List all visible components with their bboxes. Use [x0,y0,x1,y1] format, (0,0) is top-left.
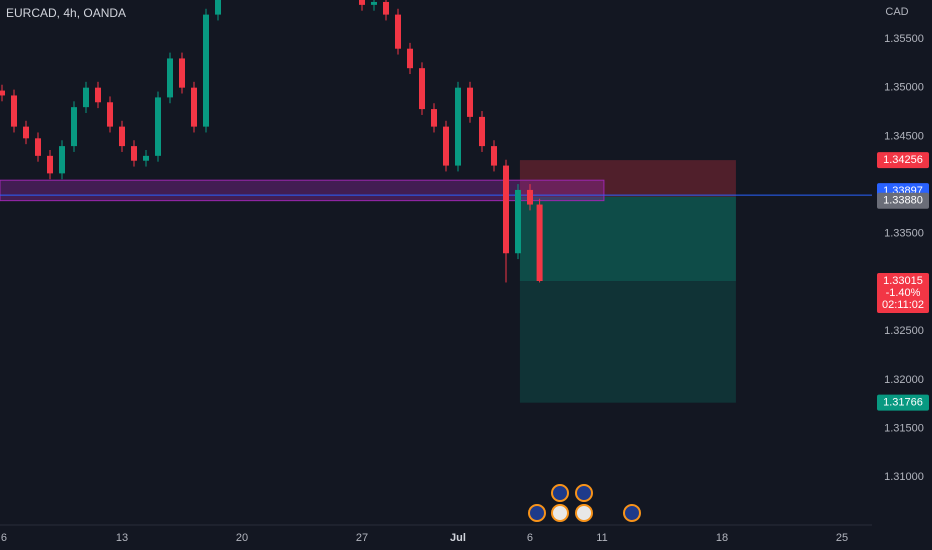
event-icon[interactable] [528,504,546,522]
candle-body [142,155,149,161]
stop-zone [519,160,736,197]
target-price-label-bg [877,394,929,411]
candle-body [442,126,449,166]
candle-body [190,87,197,127]
y-tick-label: 1.32000 [884,374,924,386]
candle-body [130,146,137,161]
last-price-label: 1.33015 [883,275,923,287]
target-price-label: 1.31766 [883,397,923,409]
x-tick-label: 6 [1,532,7,544]
target-zone [519,196,736,403]
candle-body [154,97,161,156]
y-tick-label: 1.31000 [884,471,924,483]
candle-body [106,102,113,127]
x-tick-label: Jul [450,532,466,544]
candle-body [358,0,365,5]
y-tick-label: 1.35000 [884,82,924,94]
x-tick-label: 25 [836,532,848,544]
candle-body [406,48,413,69]
candle-body [10,95,17,127]
candle-body [430,109,437,127]
candle-body [478,116,485,147]
stop-price-label-bg [877,152,929,169]
y-tick-label: 1.32500 [884,325,924,337]
event-icon[interactable] [575,504,593,522]
x-tick-label: 6 [527,532,533,544]
candle-body [70,107,77,147]
candle-body [454,87,461,166]
event-icons[interactable] [528,484,641,522]
x-tick-label: 13 [116,532,128,544]
stop-price-label: 1.34256 [883,154,923,166]
event-icon[interactable] [551,484,569,502]
plot-area [0,0,872,403]
last-price-label-bg [877,273,929,314]
candle-body [94,87,101,103]
candle-body [82,87,89,108]
y-tick-label: 1.33500 [884,228,924,240]
x-tick-label: 11 [596,532,607,544]
candle-body [502,165,509,254]
candle-body [166,58,173,98]
candle-body [490,146,497,166]
candle-body [58,146,65,174]
entry-price-label: 1.33880 [883,195,923,207]
candle-body [202,14,209,127]
candle-body [394,14,401,49]
event-icon[interactable] [551,504,569,522]
candle-body [514,189,521,254]
candle-body [382,1,389,15]
supply-zone [0,179,605,202]
x-tick-label: 20 [236,532,248,544]
candle-body [370,1,377,5]
entry-price-label-bg [877,192,929,209]
candle-body [418,68,425,110]
event-icon[interactable] [575,484,593,502]
event-icon[interactable] [623,504,641,522]
candle-body [118,126,125,147]
candle-body [22,126,29,139]
currency-label: CAD [885,6,908,18]
chart-title: EURCAD, 4h, OANDA [6,6,126,20]
last-price-change: -1.40% [886,287,921,299]
last-price-countdown: 02:11:02 [882,299,924,311]
y-tick-label: 1.31500 [884,422,924,434]
x-tick-label: 27 [356,532,368,544]
candle-body [0,90,5,96]
y-tick-label: 1.35500 [884,33,924,45]
y-tick-label: 1.34500 [884,130,924,142]
open-profit-zone [519,196,736,282]
candle-body [46,155,53,174]
candle-body [178,58,185,88]
candle-body [34,138,41,156]
candle-body [526,189,533,205]
x-tick-label: 18 [716,532,728,544]
candle-body [536,204,543,282]
candle-body [214,0,221,15]
candle-body [466,87,473,117]
